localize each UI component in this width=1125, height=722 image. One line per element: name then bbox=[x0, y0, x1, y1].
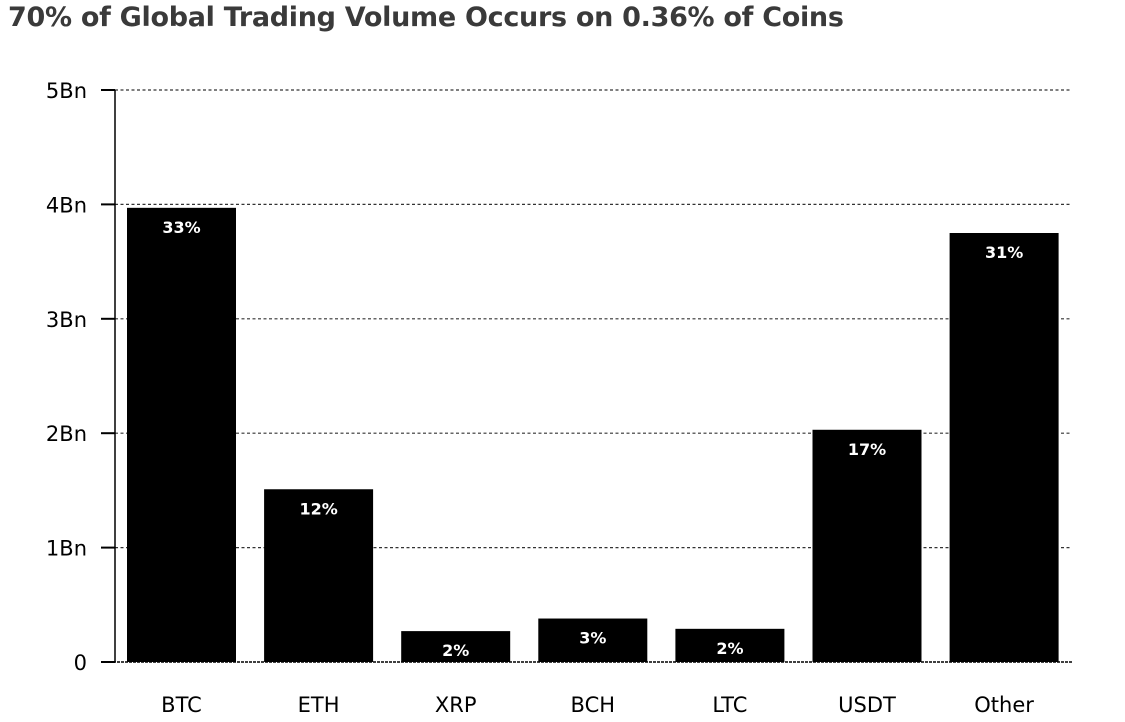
bar-xrp bbox=[401, 631, 511, 662]
x-tick-label: BCH bbox=[571, 693, 616, 717]
data-label: 2% bbox=[442, 641, 469, 660]
y-tick-label: 3Bn bbox=[46, 308, 87, 332]
y-tick-label: 5Bn bbox=[46, 79, 87, 103]
x-tick-label: USDT bbox=[838, 693, 896, 717]
y-tick-label: 4Bn bbox=[46, 193, 87, 217]
y-tick-label: 1Bn bbox=[46, 537, 87, 561]
data-label: 17% bbox=[848, 440, 886, 459]
data-label: 3% bbox=[579, 629, 606, 648]
data-label: 31% bbox=[985, 243, 1023, 262]
bar-btc bbox=[127, 207, 236, 662]
x-tick-label: ETH bbox=[298, 693, 340, 717]
bar-usdt bbox=[812, 429, 922, 662]
x-tick-label: LTC bbox=[712, 693, 747, 717]
x-tick-label: XRP bbox=[435, 693, 477, 717]
data-label: 12% bbox=[299, 499, 337, 518]
bar-eth bbox=[264, 489, 374, 662]
data-label: 2% bbox=[716, 639, 743, 658]
x-tick-label: BTC bbox=[161, 693, 202, 717]
y-tick-label: 2Bn bbox=[46, 422, 87, 446]
data-label: 33% bbox=[162, 218, 200, 237]
bar-other bbox=[949, 233, 1059, 662]
y-tick-label: 0 bbox=[74, 651, 87, 675]
bar-ltc bbox=[675, 628, 785, 662]
chart-title: 70% of Global Trading Volume Occurs on 0… bbox=[8, 2, 844, 33]
x-tick-label: Other bbox=[974, 693, 1034, 717]
bar-bch bbox=[538, 618, 648, 662]
